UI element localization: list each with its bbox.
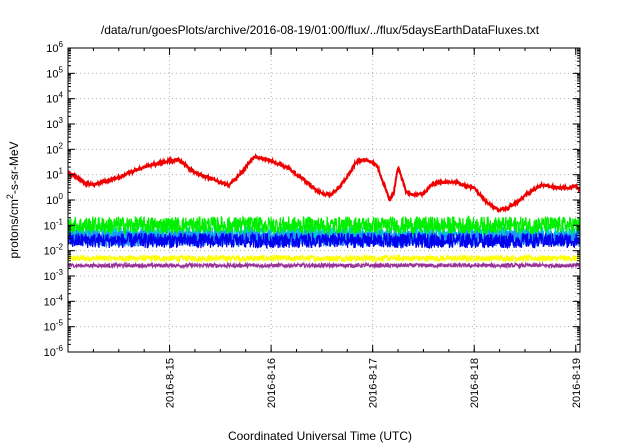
y-tick-label: 103 — [46, 116, 63, 131]
y-axis-label: protons/cm2-s-sr-MeV — [5, 141, 21, 258]
y-tick-label: 106 — [46, 40, 63, 55]
x-tick-label: 2016-8-16 — [266, 358, 278, 408]
x-tick-label: 2016-8-18 — [469, 358, 481, 408]
x-tick-label: 2016-8-15 — [165, 358, 177, 408]
series-line — [68, 261, 580, 270]
series-group — [68, 152, 580, 270]
y-tick-label: 102 — [46, 141, 63, 156]
series-line — [68, 215, 580, 236]
series-line — [68, 152, 580, 214]
y-tick-label: 105 — [46, 65, 63, 80]
y-tick-label: 10-2 — [44, 243, 64, 258]
x-tick-label: 2016-8-19 — [571, 358, 583, 408]
y-tick-label: 10-3 — [44, 268, 64, 283]
x-axis-label: Coordinated Universal Time (UTC) — [228, 429, 412, 443]
y-tick-label: 10-1 — [44, 217, 64, 232]
y-tick-label: 10-5 — [44, 319, 64, 334]
series-line — [68, 253, 580, 264]
y-tick-label: 100 — [46, 192, 63, 207]
y-tick-label: 101 — [46, 167, 63, 182]
chart-title: /data/run/goesPlots/archive/2016-08-19/0… — [101, 23, 540, 37]
series-line — [68, 231, 580, 250]
x-axis: 2016-8-15 2016-8-16 2016-8-17 2016-8-18 2016… — [67, 48, 583, 408]
grid — [68, 48, 580, 352]
y-axis: 10-6 10-5 10-4 10-3 10-2 10-1 100 101 102 103 104 1… — [44, 40, 580, 359]
y-tick-label: 10-6 — [44, 344, 64, 359]
y-tick-label: 104 — [46, 91, 63, 106]
y-tick-label: 10-4 — [44, 293, 64, 308]
x-tick-label: 2016-8-17 — [368, 358, 380, 408]
